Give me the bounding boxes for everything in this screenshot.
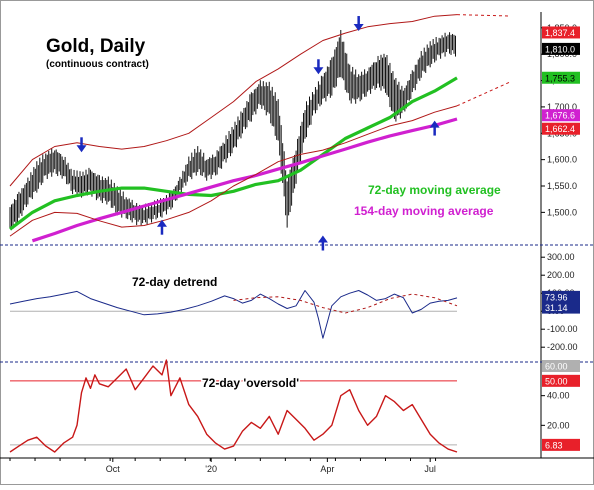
series-line [9, 76, 458, 231]
value-badge-label: 1,662.4 [545, 124, 575, 134]
series-line [31, 117, 458, 243]
detrend-title: 72-day detrend [132, 275, 217, 289]
value-badge [542, 374, 580, 387]
y-tick-label: 300.00 [547, 252, 575, 262]
y-tick-label: 20.00 [547, 420, 570, 430]
oscillator-title: 72-day 'oversold' [202, 376, 299, 390]
x-tick-label: '20 [205, 464, 217, 474]
value-badge-label: 73.96 [545, 292, 568, 302]
value-badge [542, 109, 580, 122]
y-tick-label: 1,500.0 [547, 207, 577, 217]
y-tick-label: 200.00 [547, 270, 575, 280]
chart-title: Gold, Daily [46, 36, 146, 57]
annotation-72-day-ma: 72-day moving average [368, 183, 501, 197]
y-tick-label: 1,600.0 [547, 155, 577, 165]
value-badge-label: 1,755.3 [545, 73, 575, 83]
value-badge-label: 60.00 [545, 362, 568, 372]
value-badge [542, 122, 580, 135]
value-badge [542, 290, 580, 303]
down-arrow-head [313, 67, 324, 75]
y-tick-label: -200.00 [547, 342, 578, 352]
series-line [233, 293, 458, 314]
down-arrow-head [353, 24, 364, 32]
value-badge-label: 1,837.4 [545, 28, 575, 38]
value-badge [542, 26, 580, 39]
value-badge-label: 50.00 [545, 376, 568, 386]
series-line [9, 290, 458, 339]
series-line [9, 105, 458, 237]
annotation-154-day-ma: 154-day moving average [354, 204, 494, 218]
y-tick-label: -100.00 [547, 324, 578, 334]
down-arrow-head [76, 145, 87, 153]
value-badge-label: 31.14 [545, 303, 568, 313]
y-tick-label: 40.00 [547, 391, 570, 401]
lower-band-projection [456, 81, 511, 107]
up-arrow-head [317, 235, 328, 243]
chart-subtitle: (continuous contract) [46, 59, 149, 70]
up-arrow-head [156, 219, 167, 227]
value-badge [542, 71, 580, 84]
value-badge [542, 360, 580, 372]
x-tick-label: Oct [106, 464, 121, 474]
up-arrow-head [429, 120, 440, 128]
value-badge-label: 1,676.6 [545, 111, 575, 121]
value-badge [542, 301, 580, 314]
value-badge [542, 42, 580, 55]
series-line [9, 14, 458, 187]
value-badge-label: 6.83 [545, 440, 563, 450]
x-tick-label: Apr [320, 464, 334, 474]
upper-band-projection [456, 14, 511, 17]
y-tick-label: 1,700.0 [547, 102, 577, 112]
x-tick-label: Jul [424, 464, 436, 474]
value-badge-label: 1,810.0 [545, 44, 575, 54]
y-tick-label: 1,550.0 [547, 181, 577, 191]
series-line [9, 359, 458, 453]
value-badge [542, 438, 580, 451]
